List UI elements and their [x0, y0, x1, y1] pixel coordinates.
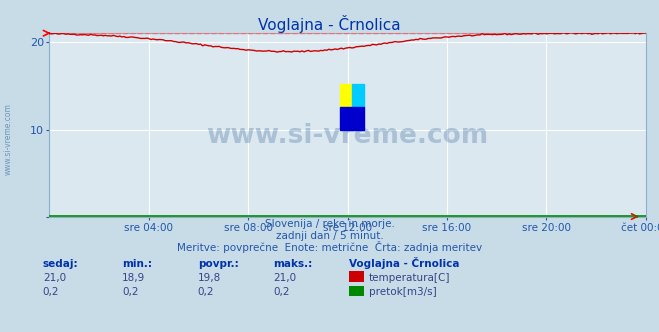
Text: min.:: min.:: [122, 259, 152, 269]
Bar: [353, 84, 364, 107]
Text: Voglajna - Črnolica: Voglajna - Črnolica: [349, 257, 460, 269]
Text: 19,8: 19,8: [198, 273, 221, 283]
Text: www.si-vreme.com: www.si-vreme.com: [3, 104, 13, 175]
Text: 21,0: 21,0: [273, 273, 297, 283]
Text: 21,0: 21,0: [43, 273, 66, 283]
Text: temperatura[C]: temperatura[C]: [369, 273, 451, 283]
Text: sedaj:: sedaj:: [43, 259, 78, 269]
Bar: [341, 107, 364, 130]
Bar: [341, 84, 353, 107]
Text: maks.:: maks.:: [273, 259, 313, 269]
Text: Meritve: povprečne  Enote: metrične  Črta: zadnja meritev: Meritve: povprečne Enote: metrične Črta:…: [177, 241, 482, 253]
Text: 0,2: 0,2: [198, 287, 214, 297]
Text: povpr.:: povpr.:: [198, 259, 239, 269]
Text: 18,9: 18,9: [122, 273, 145, 283]
Text: Voglajna - Črnolica: Voglajna - Črnolica: [258, 15, 401, 33]
Text: zadnji dan / 5 minut.: zadnji dan / 5 minut.: [275, 231, 384, 241]
Text: pretok[m3/s]: pretok[m3/s]: [369, 287, 437, 297]
Text: 0,2: 0,2: [122, 287, 138, 297]
Text: www.si-vreme.com: www.si-vreme.com: [206, 124, 489, 149]
Text: 0,2: 0,2: [43, 287, 59, 297]
Text: 0,2: 0,2: [273, 287, 290, 297]
Text: Slovenija / reke in morje.: Slovenija / reke in morje.: [264, 219, 395, 229]
